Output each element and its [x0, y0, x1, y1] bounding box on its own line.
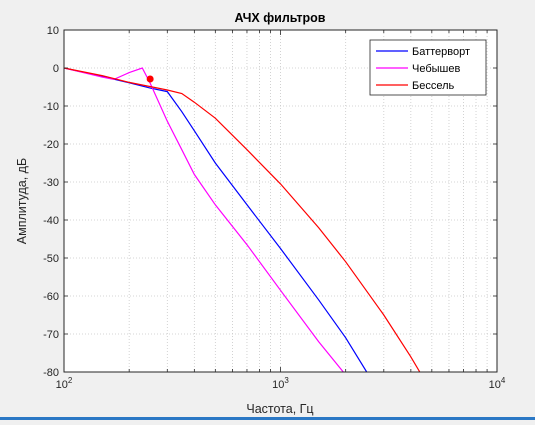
y-tick-label: -30: [43, 177, 59, 189]
y-axis-label: Амплитуда, дБ: [15, 158, 29, 244]
y-tick-label: -40: [43, 215, 59, 227]
legend-label-1: Чебышев: [412, 63, 460, 75]
x-axis-label: Частота, Гц: [246, 402, 313, 416]
y-tick-label: -70: [43, 329, 59, 341]
y-tick-label: -10: [43, 101, 59, 113]
legend-label-2: Бессель: [412, 80, 455, 92]
y-tick-label: -60: [43, 291, 59, 303]
window-bottom-border: [0, 417, 535, 420]
legend-box: [369, 39, 487, 96]
series-line-2[interactable]: [64, 67, 421, 372]
x-tick-label: 104: [489, 376, 506, 391]
y-tick-label: -50: [43, 253, 59, 265]
y-tick-label: 10: [47, 25, 59, 37]
x-tick-label: 103: [272, 376, 289, 391]
y-tick-label: -80: [43, 367, 59, 379]
x-tick-label: 102: [56, 376, 73, 391]
y-tick-label: 0: [53, 63, 59, 75]
y-tick-label: -20: [43, 139, 59, 151]
legend[interactable]: Баттерворт Чебышев Бессель: [369, 39, 487, 96]
legend-label-0: Баттерворт: [412, 46, 470, 58]
series-line-1[interactable]: [64, 67, 344, 372]
data-marker[interactable]: [146, 75, 154, 83]
chart-title: АЧХ фильтров: [235, 11, 326, 25]
